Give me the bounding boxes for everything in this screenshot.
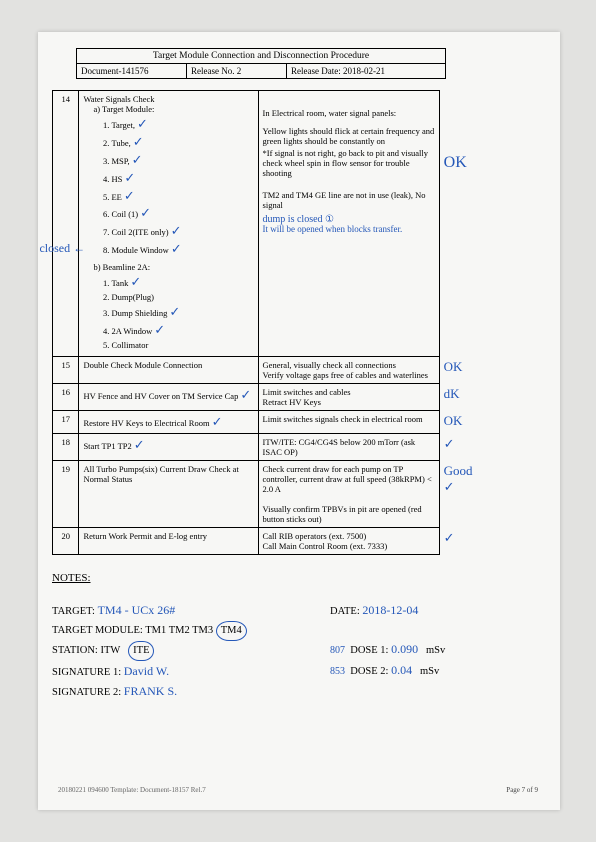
list-item: Collimator [111,340,253,351]
step-mid: Double Check Module Connection [79,356,258,383]
list-item: Module Window [111,241,253,258]
handwritten-807: 807 [330,645,345,656]
water-signals-heading: Water Signals Check [83,94,253,104]
handwritten-sig1: David W. [124,664,169,678]
document-header: Target Module Connection and Disconnecti… [76,48,446,79]
target-label: TARGET: [52,603,95,621]
dose1-label: DOSE 1: [350,645,388,656]
step-mid: Restore HV Keys to Electrical Room [79,410,258,433]
dose2-label: DOSE 2: [350,666,388,677]
handwritten-dose1: 0.090 [391,642,418,656]
header-title: Target Module Connection and Disconnecti… [77,49,445,64]
msv-unit: mSv [426,645,445,656]
station-label: STATION: ITW [52,642,120,660]
step-num: 18 [53,433,79,460]
margin-cell: OK [439,91,488,357]
right-text: TM2 and TM4 GE line are not in use (leak… [263,190,435,210]
target-module-label: TARGET MODULE: TM1 TM2 TM3 [52,622,213,640]
notes-heading: NOTES: [52,572,91,584]
date-label: DATE: [330,606,360,617]
margin-cell: OK [439,356,488,383]
msv-unit: mSv [420,666,439,677]
list-item: Coil (1) [111,205,253,222]
handwritten-dose2: 0.04 [391,663,412,677]
step-right: Call RIB operators (ext. 7500) Call Main… [258,527,439,554]
list-b-label: b) Beamline 2A: [93,262,253,272]
step-mid: Return Work Permit and E-log entry [79,527,258,554]
step-num: 17 [53,410,79,433]
handwritten-ok: OK [444,154,484,172]
handwritten-margin: ✓ [444,530,455,545]
circled-tm4: TM4 [216,621,247,641]
list-a-label: a) Target Module: [93,104,253,114]
list-item: MSP, [111,152,253,169]
header-reldate: Release Date: 2018-02-21 [287,64,445,78]
handwritten-margin: ✓ [444,436,455,451]
list-item: 2A Window [111,322,253,339]
step-num: 16 [53,383,79,410]
step-right: ITW/ITE: CG4/CG4S below 200 mTorr (ask I… [258,433,439,460]
margin-cell: OK [439,410,488,433]
step-right: General, visually check all connections … [258,356,439,383]
handwritten-margin: dK [444,386,460,401]
procedure-table: 14 Water Signals Check a) Target Module:… [52,90,488,555]
right-text: *If signal is not right, go back to pit … [263,148,435,178]
list-item: Tank [111,274,253,291]
header-release: Release No. 2 [187,64,287,78]
right-text: In Electrical room, water signal panels: [263,108,435,118]
step-mid: HV Fence and HV Cover on TM Service Cap [79,383,258,410]
list-b: Tank Dump(Plug) Dump Shielding 2A Window… [111,274,253,351]
list-item: Dump Shielding [111,304,253,321]
step-num: 14 [53,91,79,357]
fields-right: DATE: 2018-12-04 807 DOSE 1: 0.090 mSv 8… [330,600,445,680]
circled-ite: ITE [128,641,154,661]
list-item: Coil 2(ITE only) [111,223,253,240]
handwritten-target: TM4 - UCx 26# [98,603,176,617]
handwritten-margin: Good ✓ [444,463,473,494]
margin-cell: ✓ [439,433,488,460]
handwritten-853: 853 [330,666,345,677]
step-num: 15 [53,356,79,383]
sig2-label: SIGNATURE 2: [52,684,121,702]
handwritten-margin: OK [444,359,463,374]
handwritten-date: 2018-12-04 [362,603,418,617]
header-docnum: Document-141576 [77,64,187,78]
footer-text: 20180221 094600 Template: Document-18157… [58,786,206,794]
list-item: Target, [111,116,253,133]
step-14-content: Water Signals Check a) Target Module: Ta… [79,91,258,357]
page-number: Page 7 of 9 [506,786,538,794]
fields-left: TARGET: TM4 - UCx 26# TARGET MODULE: TM1… [52,600,247,702]
margin-cell: Good ✓ [439,460,488,527]
list-item: Dump(Plug) [111,292,253,303]
step-num: 19 [53,460,79,527]
margin-cell: dK [439,383,488,410]
handwritten-dump2: It will be opened when blocks transfer. [263,225,435,235]
step-14-right: In Electrical room, water signal panels:… [258,91,439,357]
list-a: Target, Tube, MSP, HS EE Coil (1) Coil 2… [111,116,253,258]
sig1-label: SIGNATURE 1: [52,664,121,682]
handwritten-margin: OK [444,413,463,428]
margin-cell: ✓ [439,527,488,554]
list-item: EE [111,188,253,205]
list-item: Tube, [111,134,253,151]
step-right: Limit switches and cables Retract HV Key… [258,383,439,410]
list-item: HS [111,170,253,187]
right-text: Yellow lights should flick at certain fr… [263,126,435,146]
handwritten-sig2: FRANK S. [124,684,177,698]
step-mid: All Turbo Pumps(six) Current Draw Check … [79,460,258,527]
step-num: 20 [53,527,79,554]
step-right: Check current draw for each pump on TP c… [258,460,439,527]
step-mid: Start TP1 TP2 [79,433,258,460]
handwritten-closed: closed ← [39,241,85,256]
step-right: Limit switches signals check in electric… [258,410,439,433]
